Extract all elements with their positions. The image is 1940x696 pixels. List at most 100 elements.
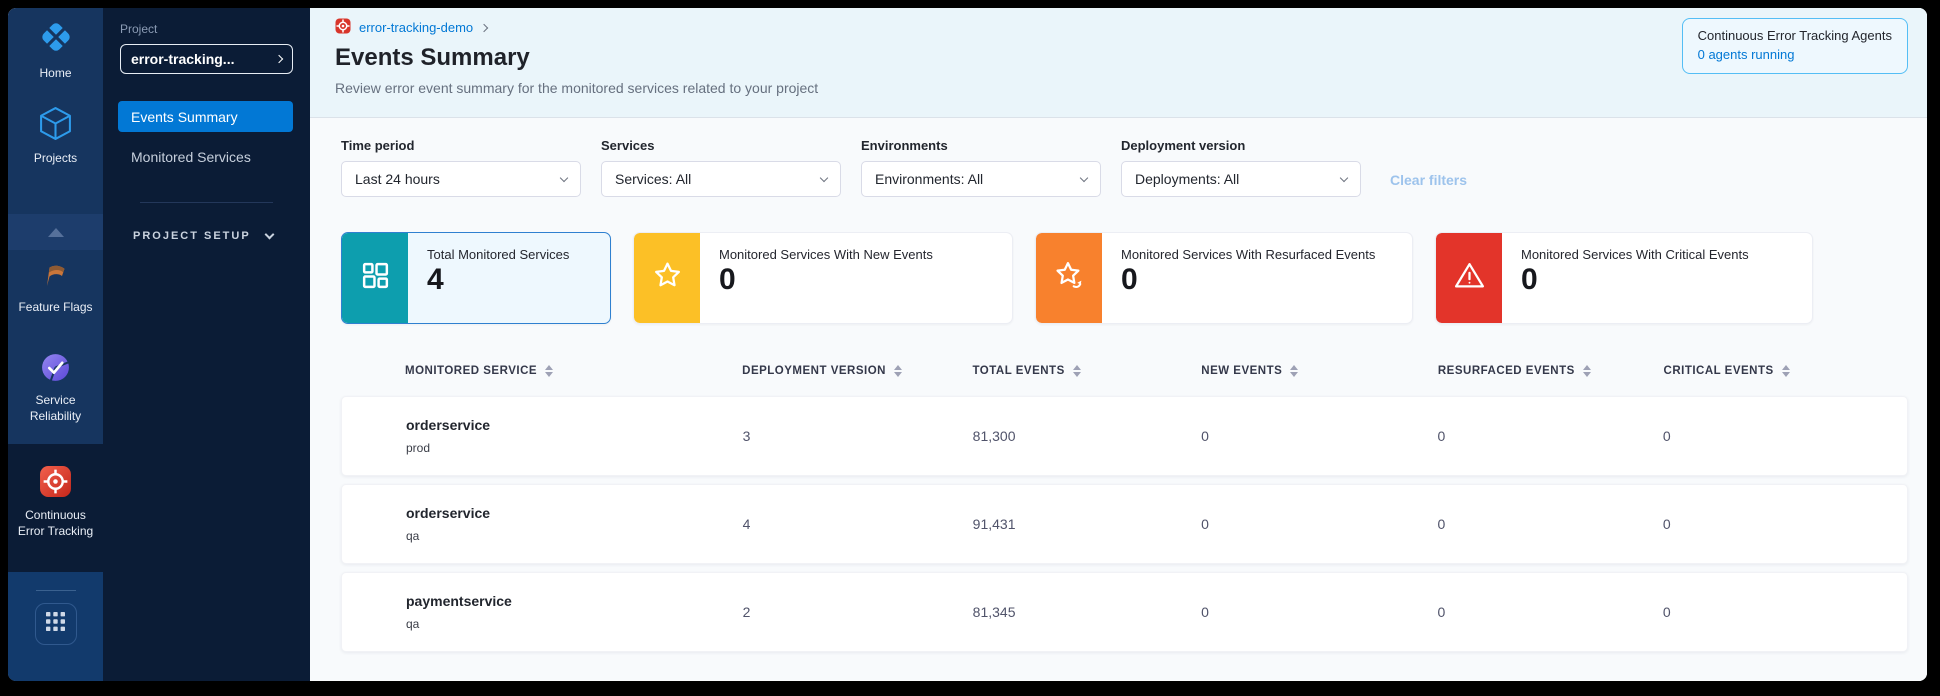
filter-select-services[interactable]: Services: All bbox=[601, 161, 841, 197]
critical-events-cell: 0 bbox=[1662, 604, 1671, 620]
column-header-new-events[interactable]: NEW EVENTS bbox=[1201, 365, 1438, 377]
critical-events-cell: 0 bbox=[1662, 516, 1671, 532]
breadcrumb-project-link[interactable]: error-tracking-demo bbox=[359, 20, 474, 35]
summary-cards: Total Monitored Services 4 Monitored Ser… bbox=[341, 232, 1927, 324]
filter-select-deployment-version[interactable]: Deployments: All bbox=[1121, 161, 1361, 197]
card-value: 0 bbox=[719, 263, 736, 296]
card-value: 0 bbox=[1521, 263, 1538, 296]
page-title: Events Summary bbox=[335, 44, 530, 71]
chevron-right-icon bbox=[274, 54, 284, 64]
filter-field: Environments Environments: All bbox=[861, 138, 1101, 197]
filter-field: Services Services: All bbox=[601, 138, 841, 197]
breadcrumb: error-tracking-demo bbox=[335, 18, 1927, 37]
table-header-row: MONITORED SERVICE DEPLOYMENT VERSION TOT… bbox=[341, 354, 1908, 388]
agents-running-link[interactable]: 0 agents running bbox=[1697, 47, 1795, 62]
sidebar-item-events-summary[interactable]: Events Summary bbox=[118, 101, 293, 132]
card-label: Total Monitored Services bbox=[427, 247, 570, 262]
column-header-resurfaced-events[interactable]: RESURFACED EVENTS bbox=[1438, 365, 1664, 377]
filter-label: Deployment version bbox=[1121, 138, 1246, 153]
card-label: Monitored Services With Resurfaced Event… bbox=[1121, 247, 1376, 262]
summary-card-grid[interactable]: Total Monitored Services 4 bbox=[341, 232, 611, 324]
summary-card-warning[interactable]: Monitored Services With Critical Events … bbox=[1435, 232, 1813, 324]
resurfaced-events-cell: 0 bbox=[1437, 604, 1446, 620]
feature-flags-icon bbox=[41, 262, 71, 293]
sort-icon bbox=[545, 365, 554, 377]
card-accent bbox=[634, 233, 700, 323]
page-subtitle: Review error event summary for the monit… bbox=[335, 80, 819, 96]
summary-card-star-refresh[interactable]: Monitored Services With Resurfaced Event… bbox=[1035, 232, 1413, 324]
summary-card-star[interactable]: Monitored Services With New Events 0 bbox=[633, 232, 1013, 324]
chevron-down-icon bbox=[264, 229, 275, 239]
projects-icon bbox=[39, 106, 72, 144]
column-header-total-events[interactable]: TOTAL EVENTS bbox=[972, 365, 1201, 377]
module-label: Home bbox=[39, 66, 72, 80]
table-row[interactable]: paymentservice qa 2 81,345 0 0 0 bbox=[341, 572, 1908, 652]
column-header-deployment-version[interactable]: DEPLOYMENT VERSION bbox=[742, 365, 972, 377]
chevron-right-icon bbox=[479, 23, 489, 32]
warning-icon bbox=[1453, 259, 1486, 297]
page-header: error-tracking-demo Events Summary Revie… bbox=[310, 8, 1927, 118]
service-name: orderservice bbox=[406, 417, 491, 433]
critical-events-cell: 0 bbox=[1662, 428, 1671, 444]
module-item-error-tracking[interactable]: Continuous Error Tracking bbox=[8, 444, 103, 572]
filter-select-environments[interactable]: Environments: All bbox=[861, 161, 1101, 197]
table-body: orderservice prod 3 81,300 0 0 0 orderse… bbox=[341, 396, 1908, 652]
module-scroll-up[interactable] bbox=[8, 214, 103, 250]
module-item-projects[interactable]: Projects bbox=[8, 96, 103, 214]
new-events-cell: 0 bbox=[1201, 604, 1209, 620]
card-value: 0 bbox=[1121, 263, 1138, 296]
service-name: paymentservice bbox=[406, 593, 512, 609]
filter-value: Environments: All bbox=[875, 171, 984, 187]
column-header-monitored-service[interactable]: MONITORED SERVICE bbox=[341, 365, 742, 377]
project-section-label: Project bbox=[120, 22, 158, 36]
column-header-critical-events[interactable]: CRITICAL EVENTS bbox=[1664, 365, 1908, 377]
module-item-home[interactable]: Home bbox=[8, 8, 103, 96]
sort-icon bbox=[1781, 365, 1790, 377]
module-list-main: Feature Flags Service Reliability Contin… bbox=[8, 250, 103, 572]
module-label: Service Reliability bbox=[29, 393, 82, 424]
module-item-service-reliability[interactable]: Service Reliability bbox=[8, 342, 103, 444]
filter-select-time-period[interactable]: Last 24 hours bbox=[341, 161, 581, 197]
filter-field: Deployment version Deployments: All bbox=[1121, 138, 1361, 197]
module-sidebar: Home Projects Feature Flags Service Reli… bbox=[8, 8, 103, 681]
filter-field: Time period Last 24 hours bbox=[341, 138, 581, 197]
chevron-down-icon bbox=[1339, 173, 1349, 182]
project-setup-label: PROJECT SETUP bbox=[133, 230, 251, 242]
all-modules-button[interactable] bbox=[34, 603, 77, 645]
project-sidebar: Project error-tracking... Events Summary… bbox=[103, 8, 310, 681]
filter-value: Services: All bbox=[615, 171, 692, 187]
service-environment: qa bbox=[406, 529, 420, 543]
total-events-cell: 81,345 bbox=[972, 604, 1016, 620]
project-setup-toggle[interactable]: PROJECT SETUP bbox=[133, 229, 310, 242]
module-item-feature-flags[interactable]: Feature Flags bbox=[8, 250, 103, 342]
project-selector-value: error-tracking... bbox=[131, 51, 235, 67]
clear-filters-button[interactable]: Clear filters bbox=[1390, 172, 1468, 188]
apps-grid-icon bbox=[45, 611, 66, 637]
new-events-cell: 0 bbox=[1201, 428, 1209, 444]
card-label: Monitored Services With New Events bbox=[719, 247, 933, 262]
service-environment: prod bbox=[406, 441, 431, 455]
total-events-cell: 91,431 bbox=[972, 516, 1016, 532]
new-events-cell: 0 bbox=[1201, 516, 1209, 532]
sidebar-item-monitored-services[interactable]: Monitored Services bbox=[131, 148, 251, 165]
agents-panel-title: Continuous Error Tracking Agents bbox=[1697, 28, 1892, 43]
filter-label: Services bbox=[601, 138, 655, 153]
card-value: 4 bbox=[427, 263, 444, 296]
agents-panel: Continuous Error Tracking Agents 0 agent… bbox=[1681, 18, 1908, 74]
project-nav-items: Events Summary Monitored Services bbox=[103, 101, 310, 172]
service-environment: qa bbox=[406, 617, 420, 631]
grid-icon bbox=[359, 259, 392, 297]
chevron-down-icon bbox=[819, 173, 829, 182]
project-selector[interactable]: error-tracking... bbox=[120, 44, 293, 74]
total-events-cell: 81,300 bbox=[972, 428, 1016, 444]
events-table: MONITORED SERVICE DEPLOYMENT VERSION TOT… bbox=[341, 354, 1908, 652]
card-accent bbox=[342, 233, 408, 323]
card-label: Monitored Services With Critical Events bbox=[1521, 247, 1749, 262]
table-row[interactable]: orderservice prod 3 81,300 0 0 0 bbox=[341, 396, 1908, 476]
filter-label: Time period bbox=[341, 138, 415, 153]
star-refresh-icon bbox=[1053, 259, 1086, 297]
module-label: Feature Flags bbox=[18, 300, 93, 314]
app-window: Home Projects Feature Flags Service Reli… bbox=[8, 8, 1927, 681]
table-row[interactable]: orderservice qa 4 91,431 0 0 0 bbox=[341, 484, 1908, 564]
sort-icon bbox=[1290, 365, 1299, 377]
